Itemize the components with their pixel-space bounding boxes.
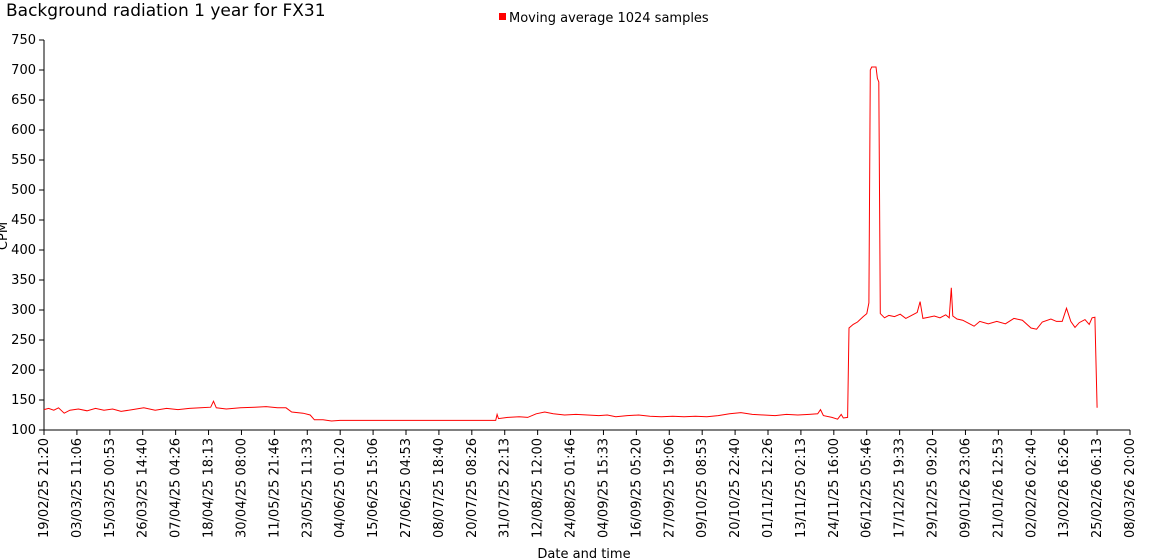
series-line-moving-average: [43, 66, 1098, 422]
y-tick-label: 350: [11, 273, 36, 288]
x-tick-label: 04/09/25 15:33: [596, 438, 611, 538]
y-tick-label: 500: [11, 183, 36, 198]
x-tick-label: 19/02/25 21:20: [37, 438, 52, 538]
x-tick-label: 07/04/25 04:26: [169, 438, 184, 538]
x-tick-label: 25/02/26 06:13: [1090, 438, 1105, 538]
y-tick-label: 100: [11, 423, 36, 438]
y-axis-label: CPM: [0, 222, 11, 250]
y-tick-label: 700: [11, 63, 36, 78]
x-tick-label: 29/12/25 09:20: [926, 438, 941, 538]
x-tick-label: 11/05/25 21:46: [267, 438, 282, 538]
x-tick-label: 23/05/25 11:33: [300, 438, 315, 538]
x-tick-label: 15/06/25 15:06: [366, 438, 381, 538]
y-tick-label: 450: [11, 213, 36, 228]
x-tick-label: 13/02/26 16:26: [1057, 438, 1072, 538]
x-tick-label: 02/02/26 02:40: [1024, 438, 1039, 538]
x-tick-label: 24/08/25 01:46: [564, 438, 579, 538]
x-tick-label: 18/04/25 18:13: [202, 438, 217, 538]
x-tick-label: 27/06/25 04:53: [399, 438, 414, 538]
x-tick-label: 27/09/25 19:06: [662, 438, 677, 538]
y-tick-label: 200: [11, 363, 36, 378]
x-axis-label: Date and time: [537, 547, 630, 560]
x-tick-label: 15/03/25 00:53: [103, 438, 118, 538]
x-tick-label: 12/08/25 12:00: [531, 438, 546, 538]
x-tick-label: 03/03/25 11:06: [70, 438, 85, 538]
y-tick-label: 300: [11, 303, 36, 318]
y-tick-label: 650: [11, 93, 36, 108]
x-tick-label: 08/07/25 18:40: [432, 438, 447, 538]
x-tick-label: 17/12/25 19:33: [893, 438, 908, 538]
y-tick-label: 250: [11, 333, 36, 348]
x-tick-label: 09/01/26 23:06: [958, 438, 973, 538]
x-ticks: 19/02/25 21:20 03/03/25 11:06 15/03/25 00:…: [37, 430, 1138, 538]
legend: Moving average 1024 samples: [499, 11, 709, 26]
x-tick-label: 16/09/25 05:20: [629, 438, 644, 538]
x-tick-label: 30/04/25 08:00: [234, 438, 249, 538]
x-tick-label: 26/03/25 14:40: [136, 438, 151, 538]
x-tick-label: 04/06/25 01:20: [333, 438, 348, 538]
legend-swatch: [499, 13, 506, 20]
x-tick-label: 13/11/25 02:13: [794, 438, 809, 538]
x-tick-label: 20/10/25 22:40: [728, 438, 743, 538]
x-tick-label: 21/01/26 12:53: [991, 438, 1006, 538]
x-tick-label: 08/03/26 20:00: [1123, 438, 1138, 538]
y-tick-label: 750: [11, 33, 36, 48]
chart-title: Background radiation 1 year for FX31: [6, 1, 326, 21]
legend-label: Moving average 1024 samples: [509, 11, 709, 26]
x-tick-label: 24/11/25 16:00: [827, 438, 842, 538]
y-ticks: 100 150 200 250 300 350 400 450 500 550 600 650 700 7…: [11, 33, 44, 438]
y-tick-label: 400: [11, 243, 36, 258]
y-tick-label: 150: [11, 393, 36, 408]
y-tick-label: 600: [11, 123, 36, 138]
x-tick-label: 06/12/25 05:46: [860, 438, 875, 538]
x-tick-label: 20/07/25 08:26: [465, 438, 480, 538]
x-tick-label: 01/11/25 12:26: [761, 438, 776, 538]
x-tick-label: 09/10/25 08:53: [695, 438, 710, 538]
x-tick-label: 31/07/25 22:13: [498, 438, 513, 538]
y-tick-label: 550: [11, 153, 36, 168]
